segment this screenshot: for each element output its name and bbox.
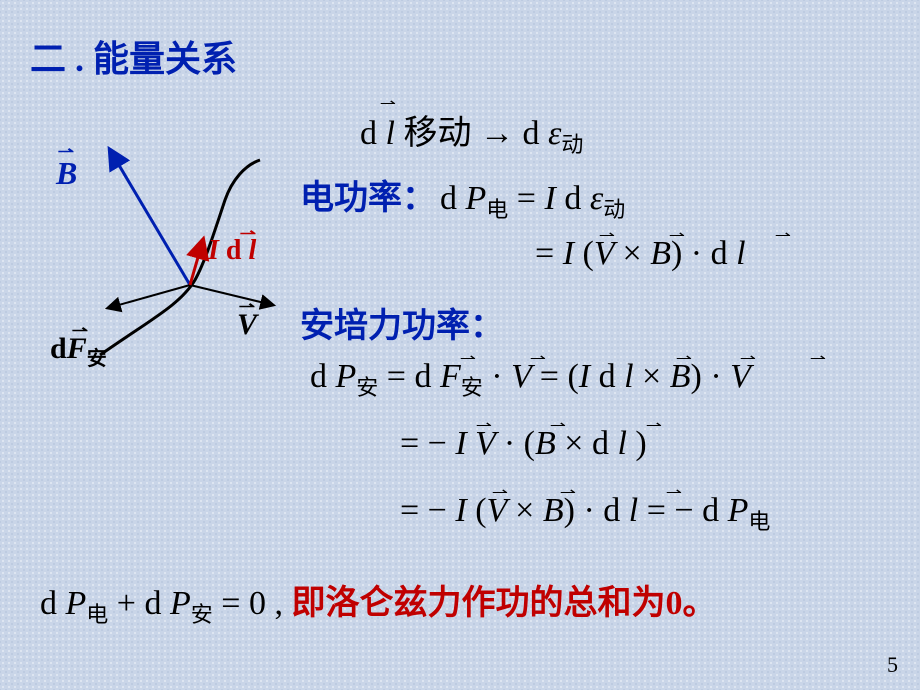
eq-line-5: ⇀ ⇀ ⇀ ⇀ ⇀ d P安 = d F安 · V = (I d l × B) …	[310, 358, 751, 402]
eq-line-3: ⇀ ⇀ ⇀ = I (V × B) · d l	[535, 235, 746, 273]
ampere-power-label: 安培力功率：	[300, 298, 504, 347]
v-label: ⇀ V	[237, 308, 257, 342]
section-heading: 二 . 能量关系	[30, 30, 237, 82]
eq-line-7: ⇀ ⇀ ⇀ = − I (V × B) · d l = − d P电	[400, 492, 770, 536]
eq-line-2: 电功率： d P电 = I d ε动	[300, 170, 625, 224]
idl-label: ⇀ I d l	[208, 235, 256, 267]
df-vector	[108, 285, 190, 308]
b-label: ⇀ B	[56, 155, 77, 192]
eq-line-1: ⇀ d l 移动 → d ε动	[360, 105, 583, 159]
v-vector	[190, 285, 273, 305]
page-number: 5	[887, 652, 898, 678]
eq-line-8: d P电 + d P安 = 0 , 即洛仑兹力作功的总和为0。	[40, 575, 716, 629]
df-label: ⇀ dd FF安	[50, 332, 107, 371]
eq-line-6: ⇀ ⇀ ⇀ = − I V · (B × d l )	[400, 425, 647, 463]
b-vector	[110, 150, 190, 285]
